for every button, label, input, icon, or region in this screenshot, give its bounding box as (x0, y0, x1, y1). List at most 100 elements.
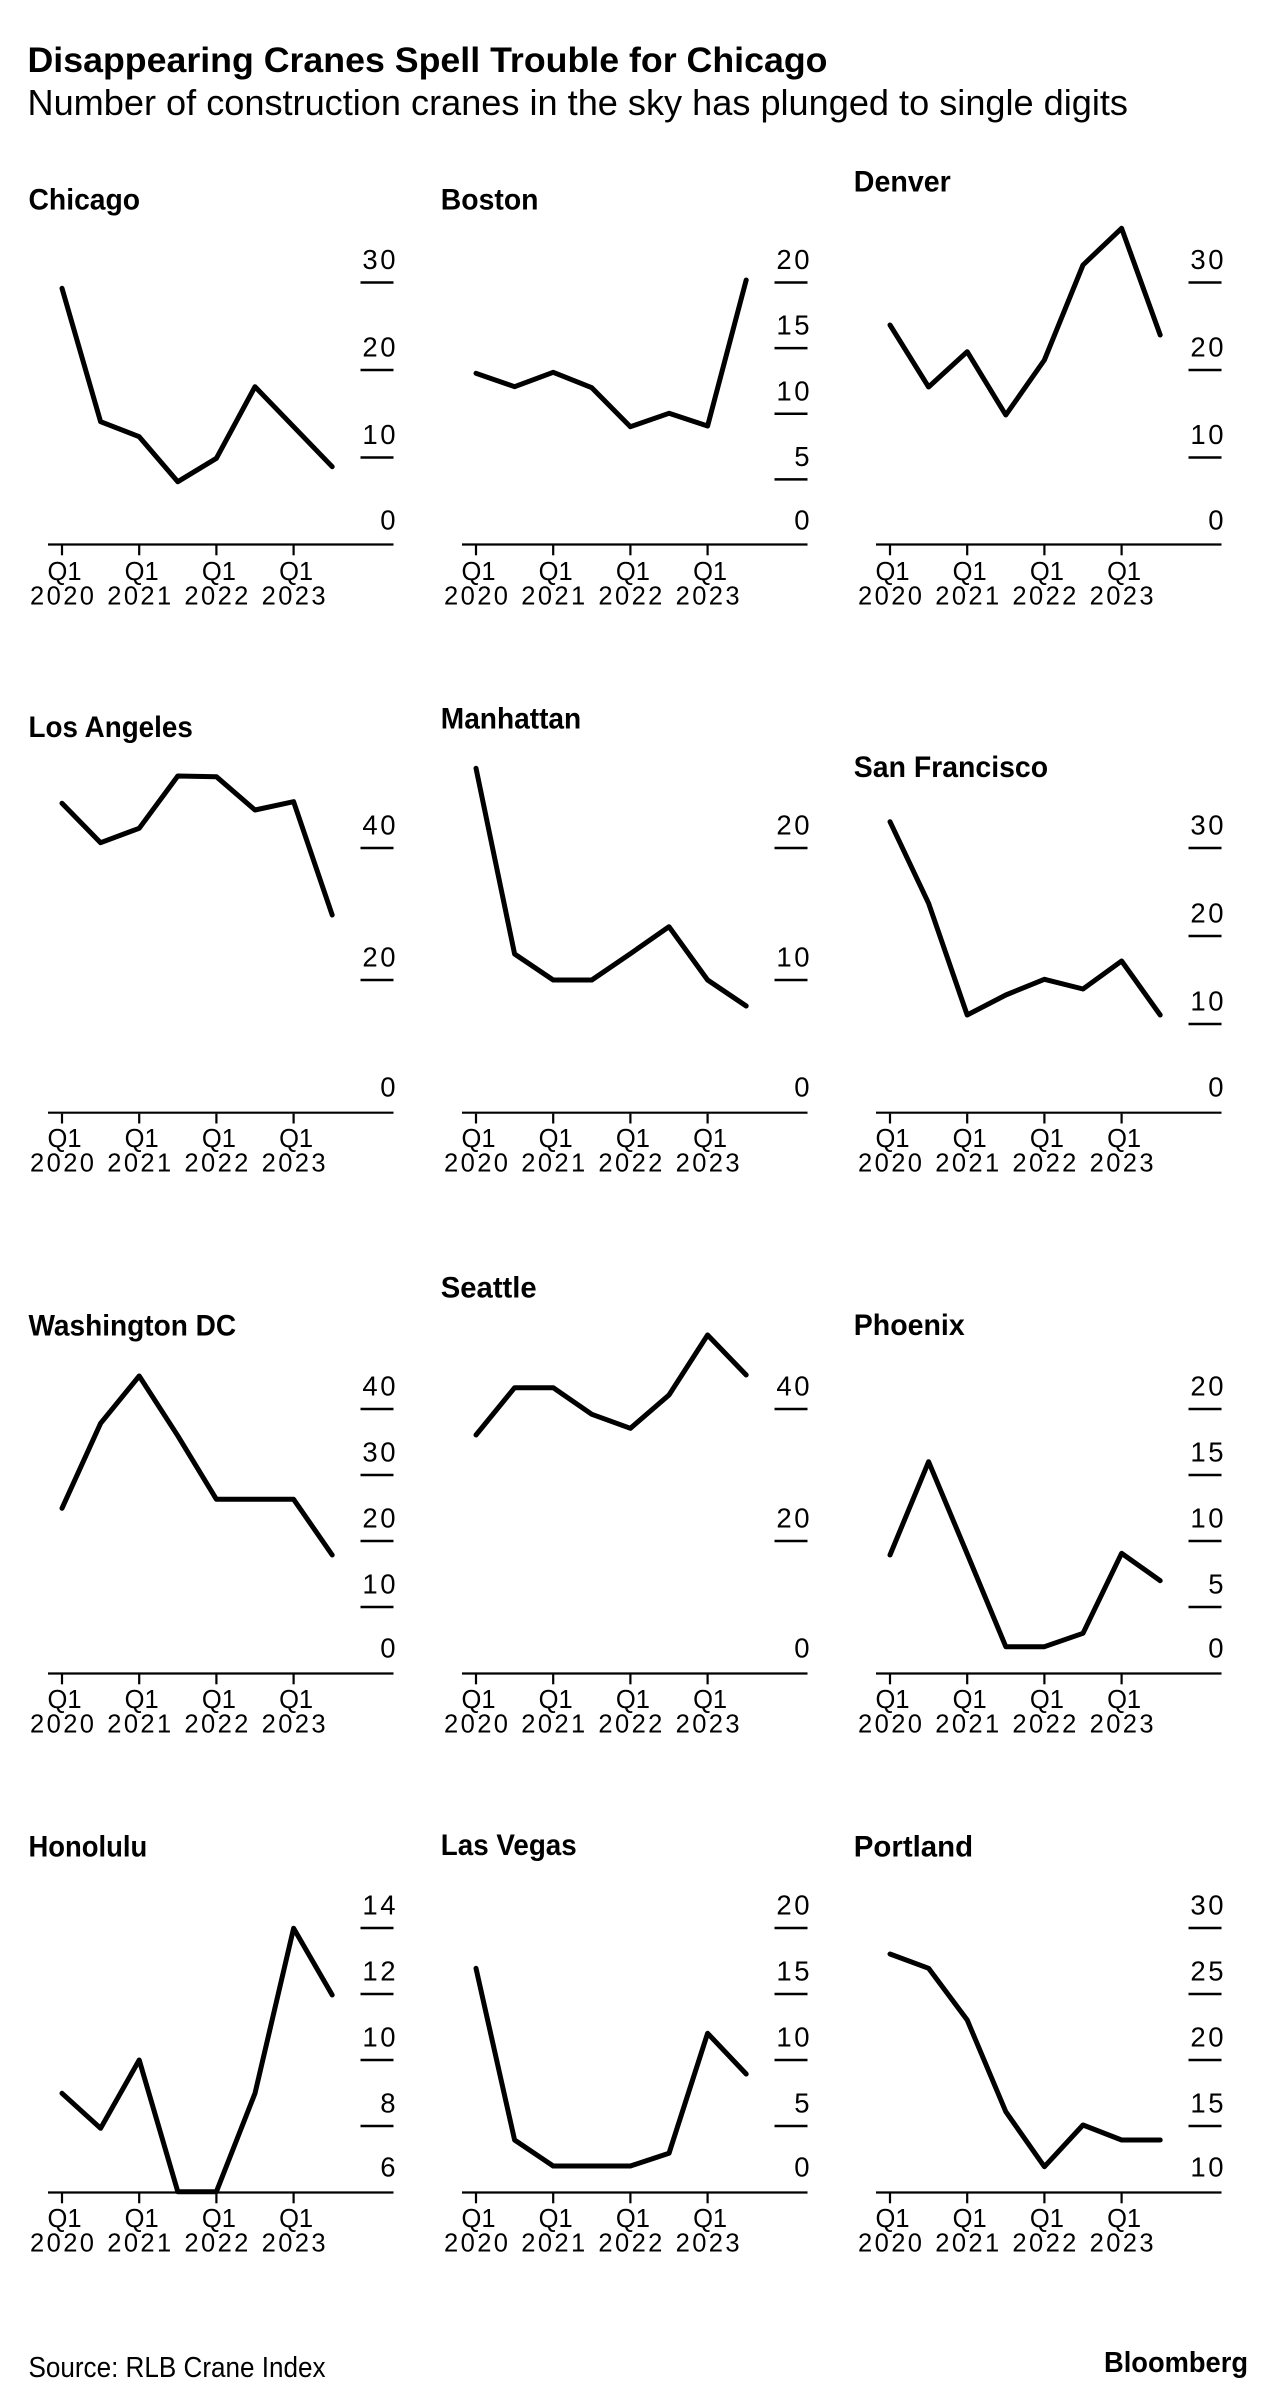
svg-text:Manhattan: Manhattan (441, 702, 581, 735)
svg-text:2022: 2022 (184, 1711, 250, 1739)
svg-text:Q1: Q1 (875, 2205, 909, 2233)
svg-text:Q1: Q1 (461, 1686, 495, 1714)
svg-text:Q1: Q1 (125, 2205, 159, 2233)
svg-text:20: 20 (362, 1503, 398, 1534)
svg-text:2022: 2022 (184, 1150, 250, 1178)
svg-text:5: 5 (794, 441, 812, 472)
svg-text:Q1: Q1 (1030, 2205, 1064, 2233)
svg-text:6: 6 (380, 2152, 398, 2183)
svg-text:Boston: Boston (441, 184, 539, 217)
svg-text:Q1: Q1 (953, 1125, 987, 1153)
svg-text:2021: 2021 (935, 1150, 1001, 1178)
svg-text:2020: 2020 (858, 2230, 924, 2258)
svg-text:10: 10 (776, 2022, 812, 2053)
svg-text:20: 20 (1190, 898, 1226, 929)
svg-text:Q1: Q1 (616, 2205, 650, 2233)
svg-text:Honolulu: Honolulu (29, 1831, 148, 1864)
svg-text:Q1: Q1 (1107, 2205, 1141, 2233)
svg-text:2022: 2022 (598, 1711, 664, 1739)
svg-text:2021: 2021 (935, 2230, 1001, 2258)
svg-text:30: 30 (362, 244, 398, 275)
svg-text:2020: 2020 (30, 1150, 96, 1178)
svg-text:2023: 2023 (262, 1711, 328, 1739)
svg-text:Phoenix: Phoenix (854, 1309, 965, 1342)
svg-text:2020: 2020 (444, 1711, 510, 1739)
svg-text:20: 20 (776, 1890, 812, 1921)
svg-text:2021: 2021 (107, 1711, 173, 1739)
svg-text:2021: 2021 (935, 1711, 1001, 1739)
svg-text:40: 40 (776, 1371, 812, 1402)
svg-text:Q1: Q1 (125, 1125, 159, 1153)
svg-text:2021: 2021 (521, 1711, 587, 1739)
svg-text:5: 5 (1208, 1569, 1226, 1600)
svg-text:Q1: Q1 (202, 1125, 236, 1153)
svg-text:Q1: Q1 (693, 2205, 727, 2233)
svg-text:Q1: Q1 (693, 1125, 727, 1153)
svg-text:2021: 2021 (521, 583, 587, 611)
svg-text:Q1: Q1 (202, 558, 236, 586)
svg-text:2023: 2023 (676, 1150, 742, 1178)
svg-text:20: 20 (1190, 332, 1226, 363)
svg-text:Q1: Q1 (1107, 1125, 1141, 1153)
svg-text:10: 10 (362, 1569, 398, 1600)
svg-text:30: 30 (1190, 1890, 1226, 1921)
svg-text:2022: 2022 (598, 2230, 664, 2258)
svg-text:Q1: Q1 (279, 1686, 313, 1714)
svg-text:Seattle: Seattle (441, 1272, 537, 1305)
svg-text:Q1: Q1 (693, 1686, 727, 1714)
svg-text:15: 15 (776, 310, 812, 341)
svg-text:2023: 2023 (262, 583, 328, 611)
svg-text:Q1: Q1 (539, 2205, 573, 2233)
svg-text:Q1: Q1 (616, 1125, 650, 1153)
svg-text:Q1: Q1 (47, 1686, 81, 1714)
svg-text:Q1: Q1 (875, 1686, 909, 1714)
svg-text:2020: 2020 (444, 583, 510, 611)
svg-text:0: 0 (794, 1633, 812, 1664)
svg-text:2022: 2022 (1012, 1711, 1078, 1739)
svg-text:10: 10 (1190, 1503, 1226, 1534)
svg-text:15: 15 (1190, 2088, 1226, 2119)
svg-text:2020: 2020 (30, 583, 96, 611)
svg-text:2020: 2020 (858, 1711, 924, 1739)
svg-text:10: 10 (362, 2022, 398, 2053)
svg-text:2022: 2022 (1012, 583, 1078, 611)
svg-text:2022: 2022 (598, 1150, 664, 1178)
svg-text:0: 0 (794, 505, 812, 536)
svg-text:20: 20 (776, 1503, 812, 1534)
svg-text:2023: 2023 (676, 2230, 742, 2258)
svg-text:0: 0 (1208, 505, 1226, 536)
svg-text:10: 10 (362, 419, 398, 450)
svg-text:San Francisco: San Francisco (854, 751, 1048, 784)
svg-text:0: 0 (1208, 1633, 1226, 1664)
svg-text:Q1: Q1 (1030, 1125, 1064, 1153)
svg-text:2023: 2023 (676, 1711, 742, 1739)
svg-text:2022: 2022 (184, 583, 250, 611)
svg-text:Q1: Q1 (125, 558, 159, 586)
svg-text:30: 30 (1190, 810, 1226, 841)
svg-text:Q1: Q1 (1107, 1686, 1141, 1714)
svg-text:Q1: Q1 (875, 558, 909, 586)
svg-text:10: 10 (1190, 419, 1226, 450)
svg-text:10: 10 (776, 375, 812, 406)
svg-text:2022: 2022 (184, 2230, 250, 2258)
svg-text:2022: 2022 (1012, 2230, 1078, 2258)
svg-text:Q1: Q1 (875, 1125, 909, 1153)
svg-text:2023: 2023 (262, 2230, 328, 2258)
svg-text:5: 5 (794, 2088, 812, 2119)
svg-text:Bloomberg: Bloomberg (1104, 2347, 1248, 2379)
svg-text:2020: 2020 (444, 1150, 510, 1178)
svg-text:2021: 2021 (107, 1150, 173, 1178)
svg-text:Q1: Q1 (461, 2205, 495, 2233)
svg-text:0: 0 (1208, 1072, 1226, 1103)
svg-text:Q1: Q1 (953, 558, 987, 586)
svg-text:10: 10 (1190, 2152, 1226, 2183)
svg-text:15: 15 (1190, 1437, 1226, 1468)
svg-text:25: 25 (1190, 1956, 1226, 1987)
svg-text:20: 20 (776, 810, 812, 841)
svg-text:14: 14 (362, 1890, 398, 1921)
svg-text:Q1: Q1 (279, 1125, 313, 1153)
svg-text:Q1: Q1 (693, 558, 727, 586)
svg-text:2021: 2021 (107, 2230, 173, 2258)
svg-text:2021: 2021 (521, 2230, 587, 2258)
svg-text:Number of construction cranes: Number of construction cranes in the sky… (28, 82, 1129, 123)
